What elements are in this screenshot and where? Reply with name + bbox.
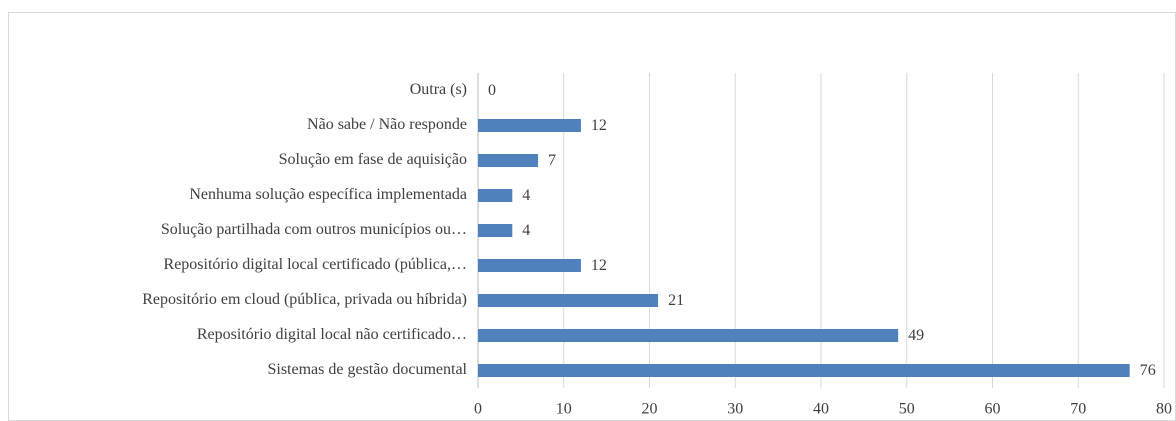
data-label: 4 (522, 222, 530, 239)
x-tick-label: 30 (727, 401, 743, 418)
data-label: 76 (1140, 362, 1156, 379)
bar (478, 329, 899, 342)
bar (478, 154, 539, 167)
y-tick-label: Solução em fase de aquisição (279, 151, 467, 168)
bar (478, 119, 581, 132)
data-label: 21 (668, 292, 684, 309)
x-tick-label: 0 (474, 401, 482, 418)
bar (478, 189, 513, 202)
data-label: 0 (488, 82, 496, 99)
bar (478, 364, 1130, 377)
y-tick-label: Sistemas de gestão documental (267, 361, 467, 378)
data-label: 12 (591, 117, 607, 134)
x-tick-label: 10 (556, 401, 572, 418)
bar (478, 294, 659, 307)
y-tick-label: Não sabe / Não responde (307, 116, 467, 133)
x-tick-label: 40 (813, 401, 829, 418)
chart-border (8, 12, 1176, 421)
y-tick-label: Nenhuma solução específica implementada (189, 186, 467, 203)
bar (478, 259, 581, 272)
x-tick-label: 80 (1156, 401, 1172, 418)
y-tick-label: Repositório digital local certificado (p… (164, 256, 467, 273)
bar (478, 224, 513, 237)
y-tick-label: Repositório em cloud (pública, privada o… (142, 291, 467, 308)
x-tick-label: 20 (642, 401, 658, 418)
y-tick-label: Repositório digital local não certificad… (197, 326, 467, 343)
x-tick-label: 70 (1070, 401, 1086, 418)
data-label: 4 (522, 187, 530, 204)
y-tick-label: Outra (s) (410, 81, 467, 98)
x-tick-label: 50 (899, 401, 915, 418)
data-label: 49 (908, 327, 924, 344)
y-tick-label: Solução partilhada com outros municípios… (161, 221, 467, 238)
x-tick-label: 60 (985, 401, 1001, 418)
data-label: 7 (548, 152, 556, 169)
data-label: 12 (591, 257, 607, 274)
